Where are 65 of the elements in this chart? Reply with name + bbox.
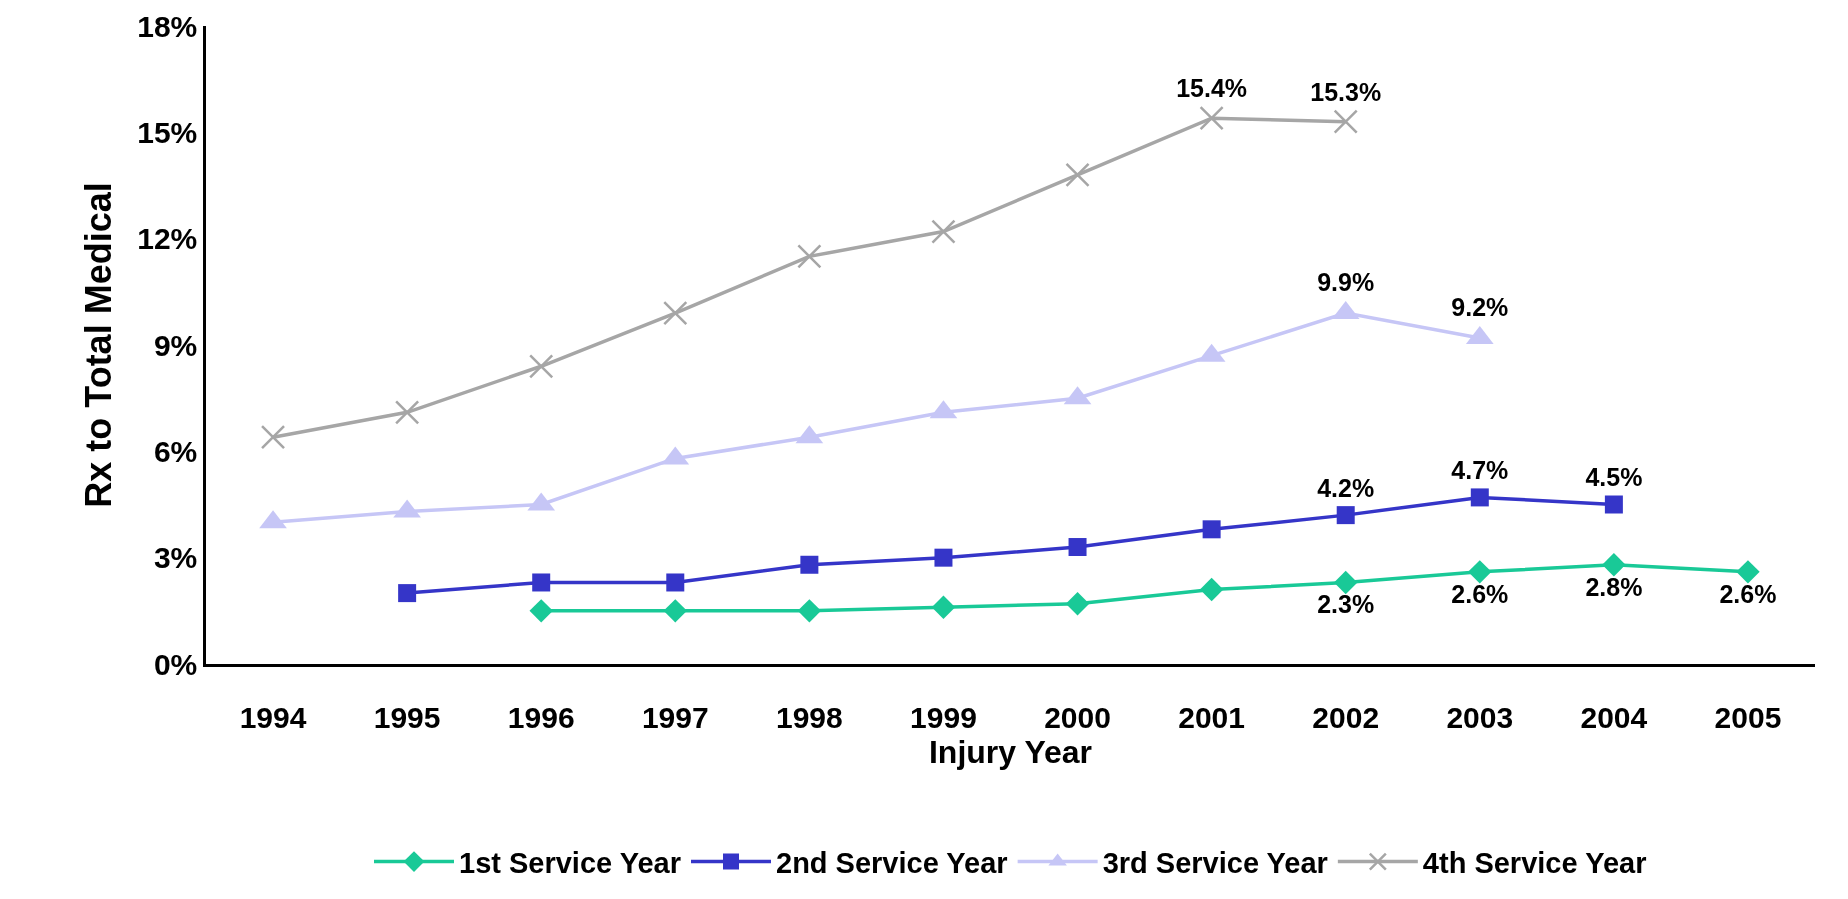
point [931, 595, 956, 619]
legend-label: 2nd Service Year [776, 846, 1008, 879]
point [260, 424, 286, 450]
point [1202, 520, 1221, 539]
x-tick-label: 1995 [373, 700, 441, 734]
point [529, 599, 553, 623]
y-tick-label: 9% [153, 328, 198, 362]
point [797, 244, 822, 269]
point [532, 573, 551, 592]
data-label: 4.5% [1585, 463, 1643, 491]
x-tick-label: 1997 [641, 700, 709, 734]
data-label: 9.2% [1451, 292, 1509, 321]
point [934, 548, 953, 567]
y-tick-label: 18% [137, 9, 198, 43]
legend-label: 1st Service Year [459, 846, 681, 879]
data-label: 2.3% [1317, 590, 1375, 619]
point [394, 400, 420, 425]
x-tick-label: 2004 [1580, 700, 1648, 734]
point [1334, 570, 1358, 595]
x-tick-label: 2003 [1446, 700, 1514, 734]
y-tick-label: 6% [153, 434, 198, 468]
y-tick-label: 0% [153, 647, 198, 681]
point [1333, 109, 1358, 134]
data-label: 2.8% [1585, 572, 1643, 601]
point [1065, 162, 1090, 188]
point [931, 219, 956, 244]
data-label: 4.2% [1317, 473, 1375, 502]
data-label: 15.4% [1176, 74, 1248, 103]
x-tick-label: 1998 [776, 700, 843, 734]
y-tick-label: 12% [137, 222, 198, 256]
point [1736, 560, 1760, 584]
point [1065, 592, 1090, 616]
point [663, 599, 687, 623]
point [800, 555, 819, 574]
point [1068, 538, 1087, 557]
point [1199, 105, 1224, 131]
x-tick-label: 1999 [910, 700, 977, 734]
point [1468, 560, 1492, 584]
x-tick-label: 2005 [1714, 700, 1782, 734]
y-axis-title: Rx to Total Medical [78, 182, 120, 508]
x-tick-label: 2001 [1178, 700, 1246, 734]
point [1336, 506, 1355, 525]
data-label: 2.6% [1451, 579, 1509, 608]
data-label: 9.9% [1317, 267, 1375, 296]
point [1199, 577, 1224, 602]
x-tick-label: 2002 [1312, 700, 1380, 734]
x-tick-label: 1996 [507, 700, 575, 734]
data-label: 15.3% [1310, 77, 1382, 106]
point [1602, 553, 1626, 577]
data-label: 4.7% [1451, 455, 1509, 484]
x-tick-label: 2000 [1044, 700, 1111, 734]
point [1470, 488, 1489, 507]
point [666, 573, 685, 592]
legend-label: 3rd Service Year [1102, 846, 1328, 879]
point [797, 599, 822, 623]
point [398, 584, 417, 603]
point [663, 300, 688, 326]
y-tick-label: 15% [137, 115, 198, 149]
data-label: 2.6% [1719, 579, 1777, 608]
legend-label: 4th Service Year [1422, 846, 1647, 879]
point [1604, 495, 1623, 514]
x-tick-label: 1994 [239, 700, 307, 734]
point [528, 354, 554, 379]
x-axis-title: Injury Year [928, 733, 1093, 770]
y-tick-label: 3% [153, 541, 198, 575]
